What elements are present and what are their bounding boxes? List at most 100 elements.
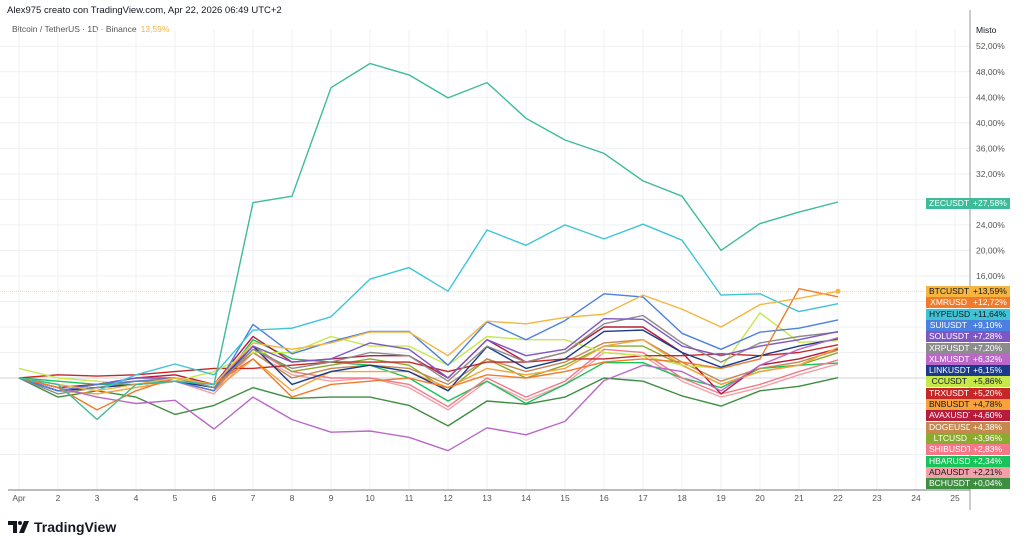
y-tick-label: 52,00% <box>976 41 1005 51</box>
series-line-hbarusdt[interactable] <box>18 339 839 405</box>
price-tag-bnbusdt: BNBUSDT +4,78% <box>926 399 1010 410</box>
price-tag-hypeusd: HYPEUSD +11,64% <box>926 308 1010 320</box>
btc-last-point <box>835 288 841 294</box>
tag-symbol: BNBUSDT <box>926 399 970 410</box>
y-tick-label: 36,00% <box>976 143 1005 153</box>
tag-value: +9,10% <box>970 319 1010 331</box>
x-tick-label: 15 <box>560 493 570 503</box>
tag-symbol: AVAXUSDT <box>926 410 974 422</box>
x-tick-label: 20 <box>755 493 765 503</box>
tag-symbol: XRPUSDT <box>926 342 970 354</box>
x-tick-label: 4 <box>134 493 139 503</box>
price-tag-xrpusdt: XRPUSDT +7,20% <box>926 342 1010 354</box>
tag-value: +11,64% <box>970 308 1010 320</box>
tag-value: +7,28% <box>970 331 1010 343</box>
tag-value: +4,60% <box>970 410 1010 422</box>
tag-value: +4,38% <box>970 421 1010 433</box>
price-tag-zecusdt: ZECUSDT +27,58% <box>926 198 1010 209</box>
series-line-xmrusd[interactable] <box>18 288 839 411</box>
chart-credit: Alex975 creato con TradingView.com, Apr … <box>7 5 282 16</box>
series-line-xrpusdt[interactable] <box>18 314 839 395</box>
y-tick-label: 40,00% <box>976 118 1005 128</box>
price-tag-trxusdt: TRXUSDT +5,20% <box>926 387 1010 399</box>
price-tag-solusdt: SOLUSDT +7,28% <box>926 331 1010 343</box>
tag-value: +2,21% <box>970 466 1010 478</box>
y-axis-label: Misto <box>976 25 997 35</box>
series-line-trxusdt[interactable] <box>18 344 839 379</box>
logo-text: TradingView <box>34 519 117 535</box>
tag-symbol: BTCUSDT <box>926 286 970 297</box>
tag-value: +6,32% <box>970 353 1010 365</box>
x-tick-label: 13 <box>482 493 492 503</box>
price-tag-dogeusdt: DOGEUSDT +4,38% <box>926 421 1010 433</box>
x-tick-label: 22 <box>833 493 843 503</box>
tag-symbol: HYPEUSD <box>926 308 970 320</box>
tag-symbol: SHIBUSDT <box>926 444 972 456</box>
price-tag-suiusdt: SUIUSDT +9,10% <box>926 319 1010 331</box>
tag-symbol: DOGEUSDT <box>926 421 977 433</box>
symbol-legend[interactable]: Bitcoin / TetherUS · 1D · Binance 13,59% <box>12 24 169 34</box>
x-tick-label: 21 <box>794 493 804 503</box>
y-tick-label: 32,00% <box>976 169 1005 179</box>
x-tick-label: 25 <box>950 493 960 503</box>
y-tick-label: 20,00% <box>976 245 1005 255</box>
tag-value: +5,20% <box>970 387 1010 399</box>
tag-value: +4,78% <box>970 399 1010 410</box>
x-tick-label: 23 <box>872 493 882 503</box>
x-tick-label: 18 <box>677 493 687 503</box>
x-tick-label: 2 <box>56 493 61 503</box>
x-tick-label: 14 <box>521 493 531 503</box>
series-line-solusdt[interactable] <box>18 318 839 392</box>
tag-symbol: LTCUSD <box>926 432 970 444</box>
y-tick-label: 48,00% <box>976 67 1005 77</box>
tag-symbol: HBARUSDT <box>926 455 976 467</box>
x-tick-label: 16 <box>599 493 609 503</box>
tag-symbol: XLMUSDT <box>926 353 970 365</box>
price-tag-hbarusdt: HBARUSDT +2,34% <box>926 455 1010 467</box>
price-tag-xlmusdt: XLMUSDT +6,32% <box>926 353 1010 365</box>
tag-symbol: LINKUSDT <box>926 365 971 377</box>
price-tag-adausdt: ADAUSDT +2,21% <box>926 466 1010 478</box>
x-tick-label: 5 <box>173 493 178 503</box>
x-tick-label: 10 <box>365 493 375 503</box>
price-tag-linkusdt: LINKUSDT +6,15% <box>926 365 1010 377</box>
price-tag-btcusdt: BTCUSDT +13,59% <box>926 286 1010 297</box>
tag-symbol: ZECUSDT <box>926 198 970 209</box>
series-line-btcusdt[interactable] <box>18 290 839 392</box>
x-tick-label: 9 <box>329 493 334 503</box>
price-tag-ltcusd: LTCUSD +3,96% <box>926 432 1010 444</box>
tag-symbol: ADAUSDT <box>926 466 970 478</box>
tag-symbol: TRXUSDT <box>926 387 970 399</box>
series-line-zecusdt[interactable] <box>18 62 839 421</box>
tag-symbol: SOLUSDT <box>926 331 970 343</box>
x-tick-label: 24 <box>911 493 921 503</box>
series-line-xlmusdt[interactable] <box>18 337 839 452</box>
tag-value: +5,86% <box>970 376 1010 388</box>
tag-value: +27,58% <box>970 198 1010 209</box>
series-line-hypeusd[interactable] <box>18 223 839 392</box>
price-tag-ccusdt: CCUSDT +5,86% <box>926 376 1010 388</box>
price-tag-bchusdt: BCHUSDT +0,04% <box>926 478 1010 490</box>
y-tick-label: 44,00% <box>976 92 1005 102</box>
x-tick-label: 11 <box>405 493 414 503</box>
x-tick-label: 8 <box>290 493 295 503</box>
tag-value: +6,15% <box>970 365 1010 377</box>
x-tick-label: 12 <box>443 493 453 503</box>
tag-value: +2,83% <box>970 444 1010 456</box>
x-tick-label: 6 <box>212 493 217 503</box>
tag-value: +7,20% <box>970 342 1010 354</box>
x-tick-label: 7 <box>251 493 256 503</box>
symbol-value: 13,59% <box>140 24 170 34</box>
tag-value: +12,72% <box>970 297 1010 309</box>
tag-symbol: CCUSDT <box>926 376 970 388</box>
price-tag-avaxusdt: AVAXUSDT +4,60% <box>926 410 1010 422</box>
series-line-bchusdt[interactable] <box>18 377 839 427</box>
tradingview-logo[interactable]: TradingView <box>8 519 116 535</box>
tag-value: +13,59% <box>970 286 1010 297</box>
tradingview-logo-icon <box>8 521 29 533</box>
y-tick-label: 16,00% <box>976 271 1005 281</box>
tag-value: +3,96% <box>970 432 1010 444</box>
x-tick-label: 3 <box>95 493 100 503</box>
symbol-title: Bitcoin / TetherUS · 1D · Binance <box>12 24 137 34</box>
